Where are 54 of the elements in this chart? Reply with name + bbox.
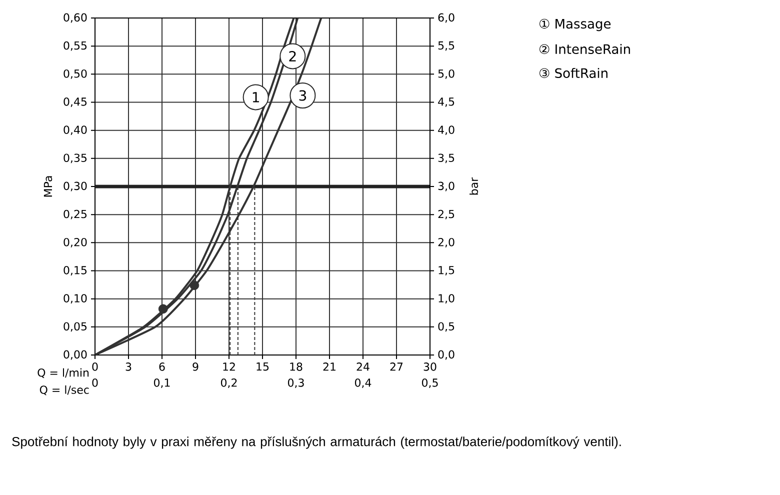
- y2-tick-label: 2,0: [438, 238, 454, 248]
- x2-tick-label: 0,4: [354, 378, 372, 388]
- text: ② IntenseRain: [540, 44, 630, 54]
- y2-tick-label: 2,5: [438, 210, 454, 220]
- x-tick-label: 15: [256, 362, 269, 371]
- y2-tick-label: 0,5: [438, 322, 454, 332]
- x-axis-title: Q = l/min: [38, 368, 89, 378]
- y-tick-label: 0,50: [64, 69, 87, 79]
- y2-tick-label: 0,0: [438, 350, 454, 360]
- x-tick-label: 21: [323, 362, 336, 371]
- x-tick-label: 6: [159, 362, 165, 371]
- y2-tick-label: 3,5: [438, 154, 454, 164]
- y2-tick-label: 5,5: [438, 41, 454, 51]
- x-tick-label: 3: [126, 362, 132, 371]
- x-tick-label: 12: [223, 362, 235, 371]
- x2-tick-label: 0,3: [288, 378, 304, 388]
- y-axis-title: MPa: [44, 176, 52, 197]
- y2-tick-label: 4,5: [438, 98, 454, 107]
- x-tick-label: 18: [290, 362, 302, 371]
- x2-tick-label: 0,5: [422, 378, 438, 388]
- annotation: 1: [252, 92, 259, 102]
- y2-tick-label: 3,0: [438, 182, 454, 192]
- x-tick-label: 24: [356, 362, 370, 371]
- y-tick-label: 0,20: [64, 238, 87, 248]
- y2-tick-label: 5,0: [438, 69, 454, 79]
- text: ③ SoftRain: [540, 68, 608, 78]
- y-tick-label: 0,60: [64, 13, 87, 23]
- x-tick-label: 0: [92, 362, 98, 371]
- y2-axis-title: bar: [470, 177, 478, 195]
- y-tick-label: 0,30: [64, 182, 87, 192]
- x2-axis-title: Q = l/sec: [40, 385, 89, 396]
- y-tick-label: 0,45: [64, 98, 87, 107]
- y-tick-label: 0,05: [64, 322, 87, 332]
- x2-tick-label: 0,1: [154, 378, 170, 388]
- y-tick-label: 0,55: [64, 41, 87, 51]
- y2-tick-label: 4,0: [438, 126, 454, 136]
- annotation: 3: [299, 90, 306, 101]
- x-tick-label: 9: [192, 362, 198, 371]
- y-tick-label: 0,25: [64, 210, 87, 220]
- y-tick-label: 0,10: [64, 294, 87, 304]
- y2-tick-label: 1,5: [438, 266, 454, 276]
- text: Spotřební hodnoty byly v praxi měřeny na příslušných armaturách (termostat/baterie/podomítkový ventil).: [12, 436, 621, 449]
- x2-tick-label: 0,2: [220, 378, 237, 388]
- text: ① Massage: [540, 18, 611, 32]
- y-tick-label: 0,35: [64, 154, 87, 164]
- x-tick-label: 27: [390, 362, 403, 371]
- y2-tick-label: 6,0: [438, 13, 454, 23]
- y-tick-label: 0,40: [64, 126, 87, 136]
- annotation: 2: [289, 50, 296, 62]
- y-tick-label: 0,15: [64, 266, 87, 276]
- x-tick-label: 30: [424, 362, 436, 371]
- y2-tick-label: 1,0: [438, 294, 454, 304]
- y-tick-label: 0,00: [64, 350, 87, 360]
- x2-tick-label: 0: [92, 378, 98, 387]
